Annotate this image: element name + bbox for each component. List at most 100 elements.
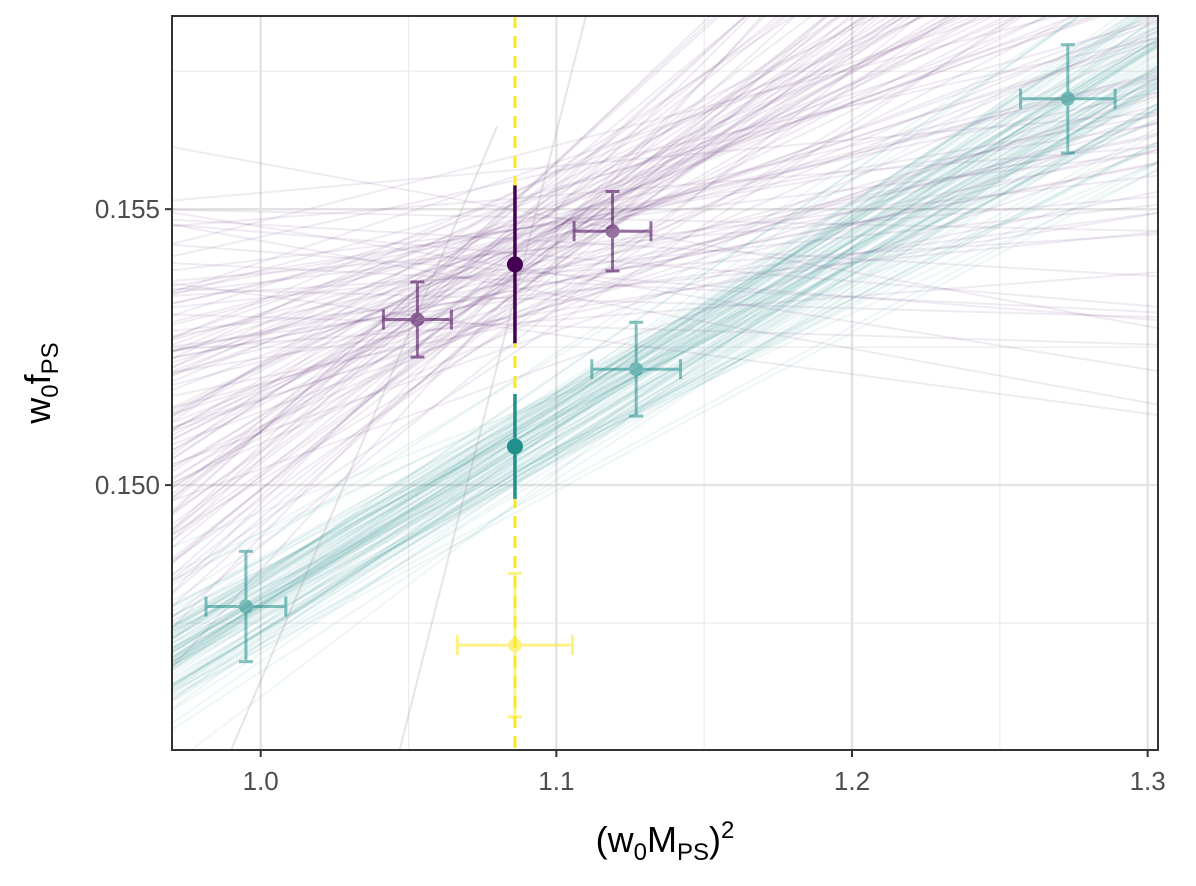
fit-line-outlier [398, 16, 587, 750]
fit-line-purple [172, 104, 1158, 375]
fit-line-teal [172, 74, 1158, 686]
fit-line-teal [172, 85, 1158, 623]
point-marker [410, 312, 425, 327]
fit-line-teal [172, 22, 1158, 650]
fit-line-teal [172, 107, 1158, 649]
fit-line-teal [172, 16, 1081, 672]
fit-line-purple [172, 111, 1158, 202]
fit-line-purple [172, 114, 1158, 292]
fit-line-teal [172, 54, 1158, 692]
fit-line-purple [172, 243, 1158, 322]
fit-line-purple [172, 16, 942, 489]
fit-line-purple [172, 16, 1158, 430]
fit-line-purple [172, 149, 1158, 353]
fit-line-purple [172, 16, 1095, 317]
fit-line-purple [172, 16, 877, 560]
fit-line-purple [172, 121, 1158, 387]
fit-line-purple [172, 16, 813, 499]
fit-line-teal [172, 16, 1083, 639]
y-axis-title-sub1: 0 [37, 384, 64, 397]
fit-line-teal [172, 77, 1158, 628]
fit-line-purple [172, 16, 1063, 246]
fit-line-purple [172, 233, 1158, 298]
fit-line-purple [172, 271, 1158, 352]
fit-line-purple [172, 16, 924, 415]
fit-line-purple [172, 16, 865, 530]
fit-line-purple [172, 211, 1158, 373]
fit-line-teal [172, 102, 1158, 679]
fit-line-teal [172, 18, 1158, 654]
fit-line-purple [172, 16, 891, 473]
interpolated-marker [506, 256, 523, 273]
fit-line-teal [172, 72, 1158, 653]
fit-line-teal [172, 63, 1158, 660]
fit-line-teal [172, 38, 1158, 638]
fit-line-purple [172, 282, 1158, 417]
fit-line-teal [172, 118, 1158, 575]
fit-line-teal [172, 92, 1158, 629]
fit-line-purple [172, 19, 1158, 296]
fit-line-teal [172, 41, 1158, 659]
fit-line-purple [172, 16, 993, 294]
fit-line-teal [172, 169, 1158, 633]
fit-line-teal [172, 77, 1158, 634]
fit-line-teal [172, 107, 1158, 686]
fit-line-teal [172, 39, 1158, 618]
fit-line-purple [172, 36, 1158, 364]
fit-line-purple [172, 41, 1158, 485]
fit-line-teal [172, 117, 1158, 606]
fit-line-purple [172, 16, 954, 563]
fit-line-teal [172, 43, 1158, 613]
fit-line-teal [172, 31, 1158, 725]
plot-border [171, 15, 1159, 751]
fit-line-purple [172, 16, 871, 526]
interpolated-point-purple [506, 185, 523, 344]
fit-line-purple [172, 94, 1158, 416]
fit-line-purple [172, 162, 1158, 359]
fit-line-teal [172, 64, 1158, 699]
interpolated-marker [506, 438, 523, 455]
point-marker [238, 599, 253, 614]
fit-line-purple [172, 16, 717, 514]
fit-line-teal [172, 24, 1158, 631]
fit-line-teal [172, 85, 1158, 681]
fit-line-purple [172, 16, 898, 514]
fit-line-teal [172, 76, 1158, 609]
fit-line-teal [189, 16, 1158, 750]
fit-line-teal [172, 44, 1158, 644]
fit-line-purple [172, 16, 1076, 373]
x-axis-title-base: (w [596, 819, 635, 860]
fit-line-purple [172, 16, 712, 531]
fit-line-teal [172, 58, 1158, 648]
fit-line-teal [172, 161, 1158, 548]
fit-line-teal [172, 68, 1158, 650]
data-point-yellow [455, 571, 575, 719]
fit-line-teal [172, 167, 1158, 698]
fit-line-teal [172, 161, 1158, 693]
fit-line-purple [172, 16, 924, 452]
fit-line-purple [172, 223, 1158, 308]
fit-line-purple [172, 132, 1158, 353]
fit-line-teal [172, 29, 1158, 639]
fit-line-purple [172, 16, 721, 512]
fit-line-purple [172, 16, 959, 431]
fit-line-purple [172, 16, 921, 619]
point-marker [605, 224, 620, 239]
fit-line-purple [172, 287, 1158, 319]
point-marker [629, 362, 644, 377]
fit-line-purple [172, 16, 1105, 338]
fit-line-purple [172, 16, 839, 563]
fit-line-purple [172, 16, 911, 369]
fit-line-purple [172, 146, 1158, 330]
fit-line-purple [172, 16, 1157, 391]
fit-line-teal [172, 16, 1081, 603]
fit-line-purple [172, 16, 789, 503]
x-tick-label: 1.2 [834, 766, 870, 796]
fit-line-purple [172, 151, 1158, 272]
fit-line-teal [172, 84, 1158, 664]
fit-line-purple [172, 16, 906, 490]
fit-line-teal [172, 16, 1144, 641]
y-axis-title-base: w [17, 397, 58, 425]
fit-line-teal [172, 88, 1158, 687]
fit-line-teal [172, 16, 1145, 701]
